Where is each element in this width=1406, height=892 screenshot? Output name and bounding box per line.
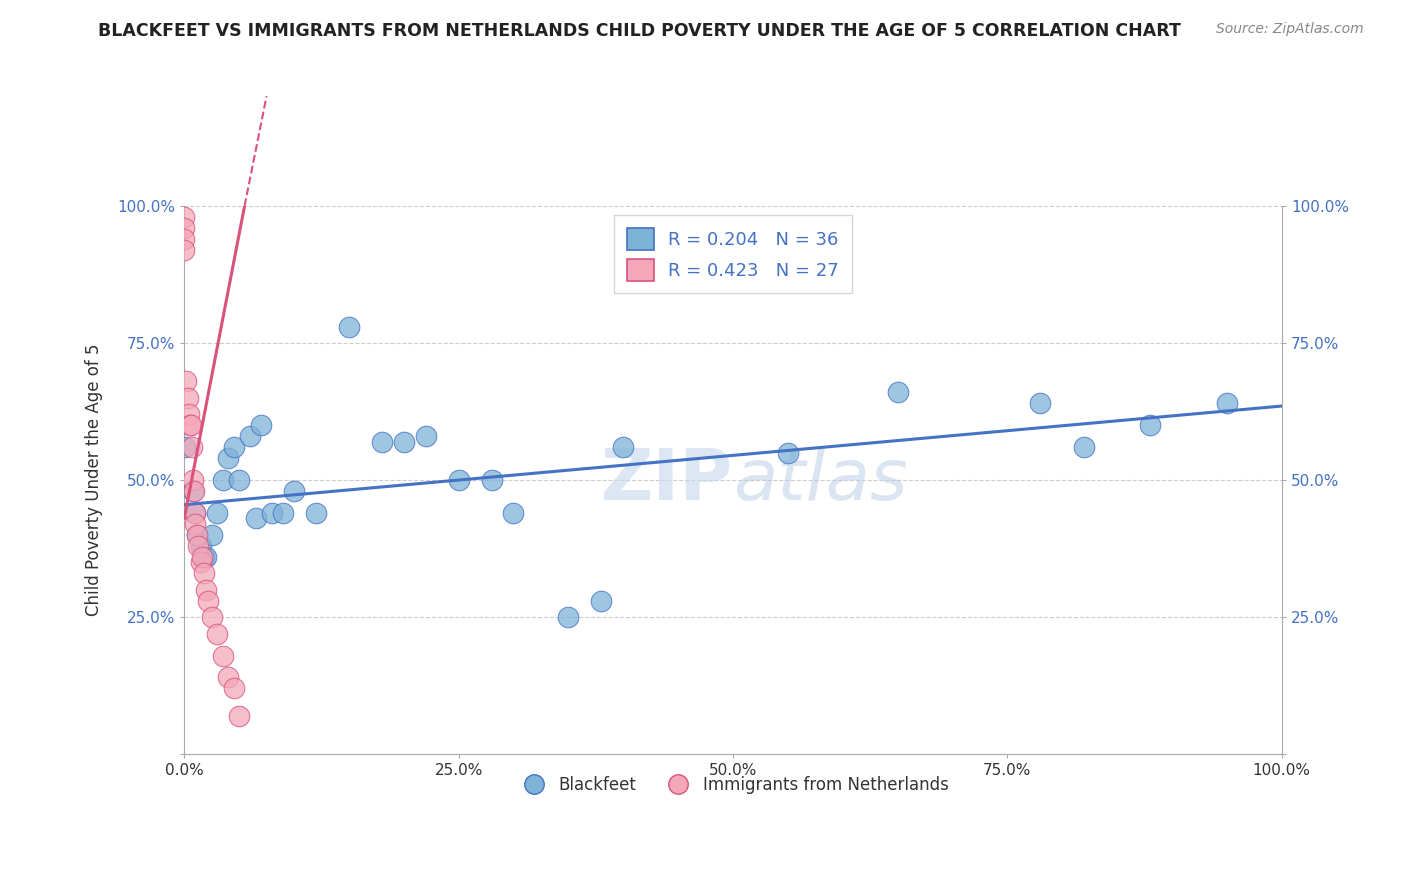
Point [776, 445, 799, 459]
Point [181, 473, 204, 487]
Point [176, 391, 198, 405]
Point [184, 506, 207, 520]
Point [173, 243, 195, 257]
Point [1029, 396, 1052, 410]
Point [176, 375, 198, 389]
Point [193, 549, 215, 564]
Point [886, 385, 908, 400]
Point [217, 451, 239, 466]
Point [187, 539, 209, 553]
Text: atlas: atlas [733, 445, 908, 515]
Point [260, 506, 283, 520]
Point [177, 407, 200, 421]
Point [201, 528, 224, 542]
Point [211, 648, 233, 663]
Point [1216, 396, 1239, 410]
Point [305, 506, 328, 520]
Point [195, 549, 218, 564]
Point [190, 555, 212, 569]
Point [228, 708, 250, 723]
Point [271, 506, 294, 520]
Point [228, 473, 250, 487]
Point [181, 483, 204, 498]
Point [201, 610, 224, 624]
Point [337, 319, 360, 334]
Point [283, 483, 305, 498]
Point [591, 593, 613, 607]
Y-axis label: Child Poverty Under the Age of 5: Child Poverty Under the Age of 5 [86, 343, 103, 616]
Point [1139, 418, 1161, 433]
Point [190, 539, 212, 553]
Point [195, 582, 218, 597]
Point [217, 670, 239, 684]
Point [205, 626, 228, 640]
Point [186, 528, 208, 542]
Point [612, 440, 634, 454]
Text: Source: ZipAtlas.com: Source: ZipAtlas.com [1216, 22, 1364, 37]
Point [250, 418, 273, 433]
Point [371, 434, 394, 449]
Point [173, 220, 195, 235]
Point [415, 429, 437, 443]
Text: BLACKFEET VS IMMIGRANTS FROM NETHERLANDS CHILD POVERTY UNDER THE AGE OF 5 CORREL: BLACKFEET VS IMMIGRANTS FROM NETHERLANDS… [98, 22, 1181, 40]
Point [502, 506, 524, 520]
Legend: Blackfeet, Immigrants from Netherlands: Blackfeet, Immigrants from Netherlands [510, 770, 956, 801]
Point [1073, 440, 1095, 454]
Point [173, 232, 195, 246]
Point [191, 549, 214, 564]
Point [186, 528, 208, 542]
Point [239, 429, 262, 443]
Point [222, 681, 245, 696]
Point [184, 516, 207, 531]
Point [173, 210, 195, 224]
Point [245, 511, 267, 525]
Point [193, 566, 215, 581]
Point [180, 418, 202, 433]
Text: ZIP: ZIP [600, 445, 733, 515]
Point [557, 610, 579, 624]
Point [180, 440, 202, 454]
Point [222, 440, 245, 454]
Point [447, 473, 470, 487]
Point [197, 593, 219, 607]
Point [205, 506, 228, 520]
Point [179, 418, 201, 433]
Point [211, 473, 233, 487]
Point [183, 483, 205, 498]
Point [174, 440, 197, 454]
Point [392, 434, 415, 449]
Point [481, 473, 503, 487]
Point [184, 506, 207, 520]
